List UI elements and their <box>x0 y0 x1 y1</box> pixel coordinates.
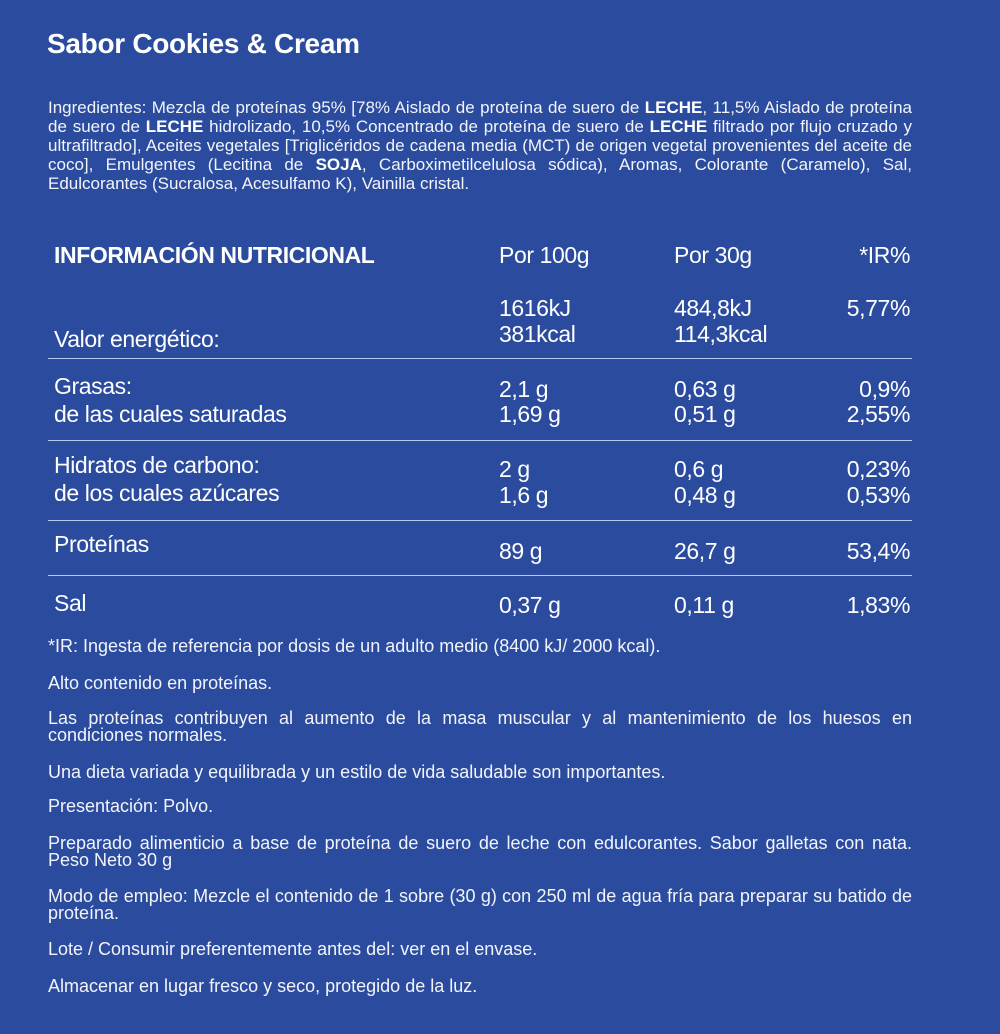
energy-label: Valor energético: <box>54 326 220 352</box>
fat-ir: 0,9% <box>859 376 910 402</box>
allergen-text: SOJA <box>315 155 362 174</box>
salt-label: Sal <box>54 590 87 616</box>
saturated-label: de las cuales saturadas <box>54 401 287 427</box>
saturated-ir: 2,55% <box>846 401 911 427</box>
divider <box>48 575 912 576</box>
energy-per30-kj: 484,8kJ <box>674 295 752 321</box>
table-title: INFORMACIÓN NUTRICIONAL <box>54 242 375 268</box>
fat-per30: 0,63 g <box>674 376 736 402</box>
protein-label: Proteínas <box>54 531 149 557</box>
usage-instructions: Modo de empleo: Mezcle el contenido de 1… <box>48 886 912 923</box>
carbs-per30: 0,6 g <box>674 456 724 482</box>
ingredients-text: Ingredientes: Mezcla de proteínas 95% [7… <box>48 98 912 193</box>
header-per100: Por 100g <box>499 242 590 268</box>
storage: Almacenar en lugar fresco y seco, proteg… <box>48 976 478 996</box>
ingredient-text: hidrolizado, 10,5% Concentrado de proteí… <box>203 117 650 136</box>
fat-per100: 2,1 g <box>499 376 549 402</box>
carbs-label: Hidratos de carbono: <box>54 452 260 478</box>
allergen-text: LECHE <box>644 98 703 117</box>
product-title: Sabor Cookies & Cream <box>47 28 360 59</box>
allergen-text: LECHE <box>145 117 204 136</box>
saturated-per30: 0,51 g <box>674 401 736 427</box>
product-description: Preparado alimenticio a base de proteína… <box>48 833 912 870</box>
sugars-per30: 0,48 g <box>674 482 736 508</box>
saturated-per100: 1,69 g <box>499 401 561 427</box>
presentation: Presentación: Polvo. <box>48 796 214 816</box>
energy-per100-kj: 1616kJ <box>499 295 571 321</box>
protein-per30: 26,7 g <box>674 538 736 564</box>
lot-expiry: Lote / Consumir preferentemente antes de… <box>48 939 538 959</box>
protein-per100: 89 g <box>499 538 543 564</box>
salt-per100: 0,37 g <box>499 592 561 618</box>
ingredient-text: Ingredientes: Mezcla de proteínas 95% [7… <box>48 98 645 117</box>
ingredient-text: filtrado por flujo cruzado y ultrafiltra… <box>48 117 912 174</box>
claim-muscle: Las proteínas contribuyen al aumento de … <box>48 708 912 745</box>
salt-per30: 0,11 g <box>674 592 734 618</box>
claim-high-protein: Alto contenido en proteínas. <box>48 673 273 693</box>
sugars-ir: 0,53% <box>846 482 911 508</box>
sugars-label: de los cuales azúcares <box>54 480 280 506</box>
salt-ir: 1,83% <box>846 592 911 618</box>
header-per30: Por 30g <box>674 242 752 268</box>
divider <box>48 520 912 521</box>
ir-footnote: *IR: Ingesta de referencia por dosis de … <box>48 636 661 656</box>
sugars-per100: 1,6 g <box>499 482 549 508</box>
header-ir: *IR% <box>859 242 910 268</box>
allergen-text: LECHE <box>649 117 708 136</box>
energy-ir: 5,77% <box>846 295 911 321</box>
ingredient-text: , 11,5% Aislado de proteína de suero de <box>48 98 912 136</box>
divider <box>48 440 912 441</box>
fat-label: Grasas: <box>54 373 132 399</box>
ingredient-text: , Carboximetilcelulosa sódica), Aromas, … <box>48 155 913 193</box>
divider <box>48 358 912 359</box>
diet-statement: Una dieta variada y equilibrada y un est… <box>48 762 666 782</box>
protein-ir: 53,4% <box>846 538 911 564</box>
carbs-per100: 2 g <box>499 456 530 482</box>
carbs-ir: 0,23% <box>846 456 911 482</box>
energy-per30-kcal: 114,3kcal <box>674 321 768 347</box>
energy-per100-kcal: 381kcal <box>499 321 576 347</box>
